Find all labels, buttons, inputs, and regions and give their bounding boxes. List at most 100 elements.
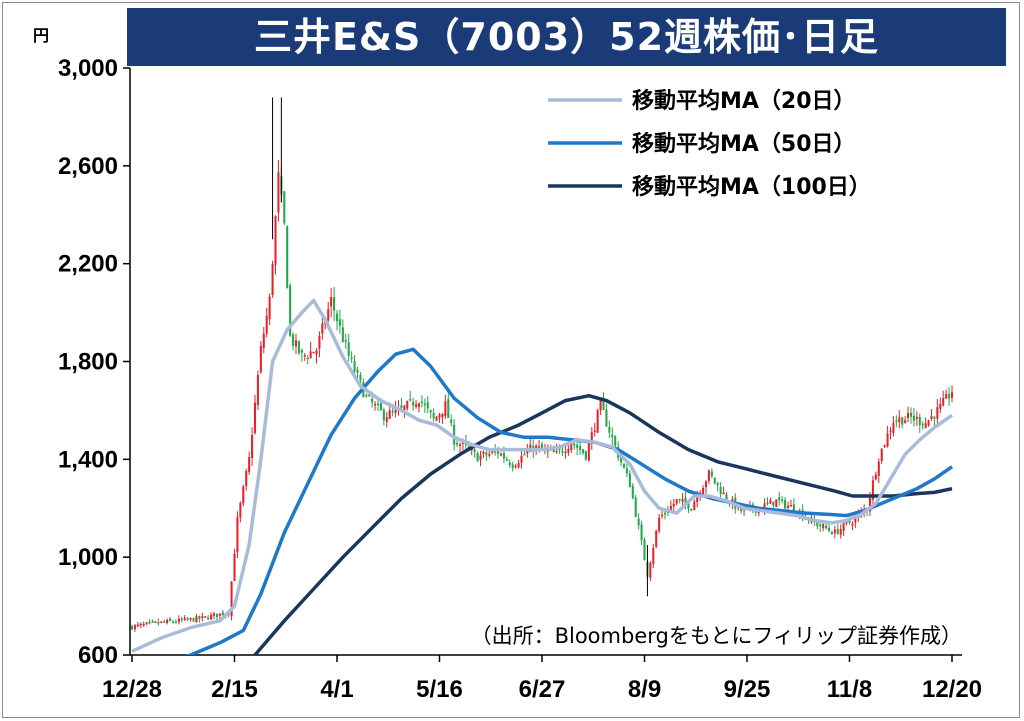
candle-body — [453, 424, 456, 445]
candle-body — [704, 481, 708, 488]
candle-body — [406, 401, 409, 409]
candle-body — [356, 369, 359, 373]
candle-body — [579, 446, 582, 450]
candle-body — [816, 521, 819, 527]
candle-body — [456, 442, 459, 445]
candle-body — [786, 505, 790, 508]
candle-body — [526, 450, 529, 454]
candle-body — [230, 581, 233, 617]
candle-body — [379, 403, 382, 411]
ma20-line — [131, 298, 953, 653]
candle-body — [907, 413, 910, 418]
candle-body — [924, 423, 927, 428]
candle-body — [212, 613, 216, 616]
candle-body — [842, 523, 845, 531]
candle-body — [248, 457, 251, 472]
candle-body — [207, 617, 210, 620]
candle-body — [719, 486, 722, 495]
candle-body — [294, 340, 298, 347]
moving-averages — [131, 298, 953, 655]
candle-body — [412, 401, 415, 406]
candle-body — [494, 451, 497, 453]
candle-body — [461, 442, 464, 444]
candle-body — [836, 529, 839, 535]
candle-body — [511, 464, 514, 469]
candle-body — [491, 451, 494, 453]
candle-body — [429, 410, 432, 413]
candle-body — [391, 410, 394, 413]
candle-body — [479, 455, 482, 460]
candle-body — [318, 335, 321, 349]
candle-body — [593, 430, 596, 432]
candle-body — [602, 398, 605, 411]
candle-body — [283, 191, 286, 224]
candle-body — [189, 617, 192, 620]
candle-body — [169, 618, 172, 621]
candle-body — [763, 503, 766, 510]
candle-body — [725, 494, 728, 501]
candle-body — [948, 393, 951, 399]
candle-body — [174, 621, 177, 624]
candle-body — [576, 444, 579, 448]
candle-body — [403, 405, 406, 410]
candle-body — [625, 468, 628, 474]
y-tick-label: 3,000 — [58, 55, 118, 82]
candle-body — [359, 374, 362, 380]
candle-body — [368, 394, 371, 397]
candle-body — [915, 417, 918, 419]
candle-body — [409, 399, 412, 401]
candle-body — [637, 518, 640, 526]
candle-body — [297, 340, 300, 354]
candle-body — [693, 501, 696, 511]
candle-body — [792, 504, 795, 513]
axes: 600 1,000 1,400 1,800 2,200 2,600 3,000 12/28 2/… — [58, 55, 982, 703]
candle-body — [136, 624, 139, 627]
candle-body — [930, 416, 933, 420]
candle-body — [447, 399, 450, 419]
candle-body — [822, 524, 825, 529]
candle-body — [344, 339, 347, 342]
candle-body — [622, 464, 626, 468]
candle-body — [901, 417, 904, 425]
candle-body — [707, 470, 710, 482]
candle-body — [769, 499, 772, 504]
candle-body — [581, 449, 585, 453]
candle-body — [892, 422, 895, 433]
candle-body — [573, 443, 576, 446]
candle-body — [432, 412, 435, 419]
y-tick-label: 1,000 — [58, 544, 118, 571]
y-tick-label: 2,600 — [58, 153, 118, 180]
candle-body — [505, 459, 508, 461]
chart-title: 三井E&S（7003）52週株価･日足 — [253, 15, 880, 59]
candle-body — [309, 351, 312, 359]
candle-body — [148, 621, 151, 624]
candle-body — [909, 412, 913, 417]
candle-body — [195, 616, 198, 623]
candle-body — [716, 482, 719, 486]
candle-body — [245, 470, 248, 487]
candle-body — [921, 423, 924, 426]
candle-body — [371, 398, 374, 403]
y-tick-label: 1,400 — [58, 446, 118, 473]
candle-body — [441, 413, 444, 418]
candle-body — [277, 172, 280, 213]
candle-body — [696, 496, 699, 503]
candle-body — [775, 499, 778, 508]
candle-body — [766, 502, 769, 504]
candle-body — [933, 416, 936, 419]
candle-body — [221, 612, 224, 616]
candle-body — [605, 409, 608, 427]
candle-body — [312, 351, 315, 354]
candle-body — [450, 419, 453, 424]
candle-body — [663, 512, 667, 515]
candle-body — [874, 474, 877, 480]
ma100-line — [250, 393, 953, 655]
candle-body — [268, 296, 271, 320]
candle-body — [485, 452, 488, 456]
candle-body — [177, 618, 180, 623]
candle-body — [251, 435, 254, 459]
candle-body — [675, 499, 678, 504]
candle-body — [520, 455, 523, 463]
candle-body — [587, 442, 590, 461]
